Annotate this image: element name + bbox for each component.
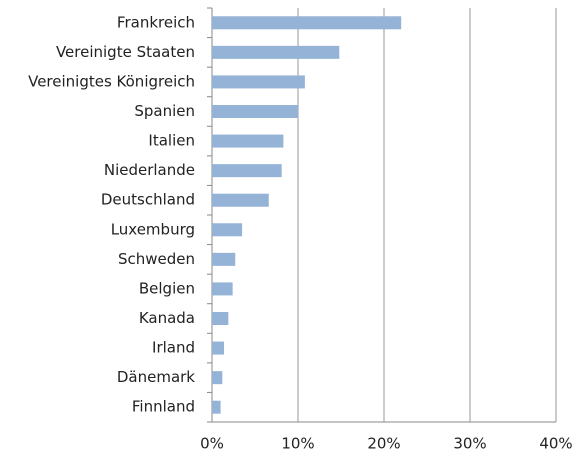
- y-tick-label: Spanien: [134, 102, 195, 120]
- x-tick-label: 10%: [281, 435, 314, 453]
- x-tick-label: 40%: [539, 435, 572, 453]
- y-tick-label: Schweden: [118, 250, 195, 268]
- y-tick-label: Belgien: [139, 279, 195, 297]
- y-tick-label: Luxemburg: [111, 220, 195, 238]
- y-tick-label: Frankreich: [117, 13, 195, 31]
- y-tick-label: Deutschland: [101, 191, 195, 209]
- y-tick-label: Niederlande: [104, 161, 195, 179]
- x-tick-label: 30%: [453, 435, 486, 453]
- bar: [212, 193, 269, 207]
- bar: [212, 164, 282, 178]
- bar: [212, 252, 236, 266]
- x-tick-label: 0%: [200, 435, 224, 453]
- x-tick-label: 20%: [367, 435, 400, 453]
- y-tick-label: Vereinigte Staaten: [56, 43, 195, 61]
- y-tick-label: Dänemark: [117, 368, 195, 386]
- bar: [212, 400, 221, 414]
- bar: [212, 134, 284, 148]
- bar: [212, 311, 229, 326]
- bar: [212, 282, 233, 296]
- bar: [212, 223, 243, 237]
- bar: [212, 75, 305, 89]
- bar: [212, 45, 340, 59]
- y-tick-label: Italien: [148, 132, 195, 150]
- bar: [212, 104, 298, 119]
- y-tick-label: Finnland: [132, 398, 195, 416]
- bar: [212, 371, 223, 385]
- bar: [212, 341, 225, 355]
- bar: [212, 16, 402, 30]
- y-tick-label: Irland: [152, 339, 195, 357]
- y-tick-label: Kanada: [139, 309, 195, 327]
- y-tick-label: Vereinigtes Königreich: [28, 72, 195, 90]
